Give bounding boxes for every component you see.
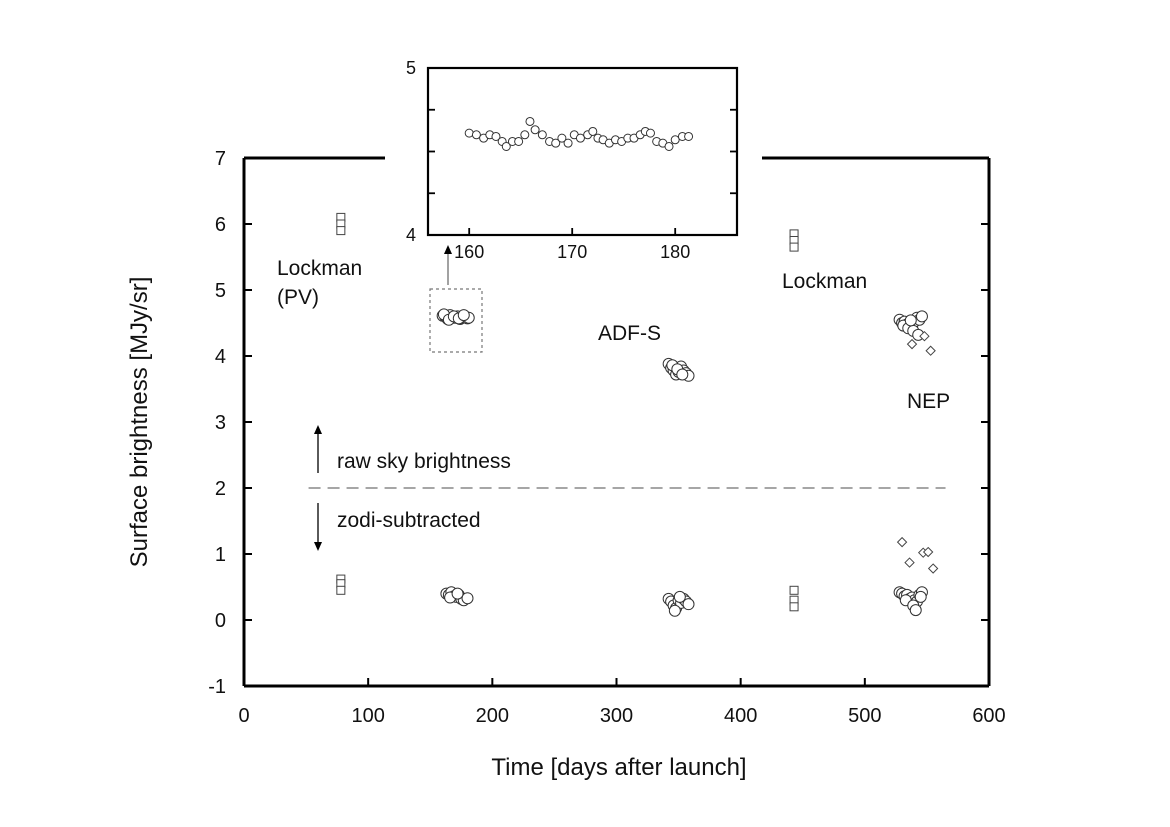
inset-circle-point <box>551 138 561 148</box>
annotation-lockman-pv-line2: (PV) <box>277 286 319 309</box>
inset-circle-point <box>464 128 474 138</box>
diamond-point <box>906 338 918 350</box>
diamond-point <box>919 330 930 342</box>
inset-x-tick-label: 160 <box>454 242 484 262</box>
diamond-point <box>904 557 915 568</box>
square-point <box>336 226 346 236</box>
inset-data-marks <box>464 116 694 151</box>
annotation-nep: NEP <box>907 390 950 413</box>
inset-circle-point <box>670 135 680 145</box>
circle-point <box>904 314 917 327</box>
circle-point <box>915 310 928 323</box>
x-tick-label: 100 <box>351 705 384 727</box>
inset-circle-point <box>514 136 524 146</box>
inset-circle-point <box>525 116 535 126</box>
diamond-point <box>896 536 908 548</box>
raw-sky-up-arrow <box>314 425 322 473</box>
annotation-lockman-pv-line1: Lockman <box>277 257 362 280</box>
zoom-arrow <box>444 245 452 285</box>
inset-x-tick-label: 180 <box>660 242 690 262</box>
zodi-down-arrow <box>314 503 322 551</box>
inset-circle-point <box>501 141 511 151</box>
square-point <box>789 602 799 612</box>
inset-circle-point <box>664 141 674 151</box>
main-axis-ticks: 0 100 200 300 400 500 600 -1 0 1 2 3 4 5 6 7 <box>208 148 1005 727</box>
inset-circle-point <box>520 130 530 140</box>
x-tick-label: 300 <box>600 705 633 727</box>
inset-frame <box>426 66 739 237</box>
zoom-highlight-box <box>429 288 483 353</box>
inset-circle-point <box>530 125 540 135</box>
y-axis-label: Surface brightness [MJy/sr] <box>126 277 153 568</box>
inset-circle-point <box>537 130 547 140</box>
inset-circle-point <box>684 131 694 141</box>
y-tick-label: 5 <box>215 280 226 302</box>
circle-point <box>668 604 681 617</box>
circle-point <box>673 590 686 603</box>
inset-circle-point <box>563 138 573 148</box>
inset-circle-point <box>588 126 598 136</box>
x-tick-label: 200 <box>476 705 509 727</box>
inset-circle-point <box>557 133 567 143</box>
circle-point <box>451 587 464 600</box>
diamond-point <box>922 546 934 558</box>
x-tick-label: 500 <box>848 705 881 727</box>
x-tick-label: 400 <box>724 705 757 727</box>
circle-point <box>457 309 470 322</box>
inset-y-tick-label: 5 <box>406 58 416 78</box>
square-point <box>336 585 346 595</box>
x-tick-label: 0 <box>238 705 249 727</box>
y-tick-label: 2 <box>215 478 226 500</box>
annotation-zodi-subtracted: zodi-subtracted <box>337 509 481 532</box>
circle-point <box>914 590 927 603</box>
y-tick-label: 0 <box>215 610 226 632</box>
annotation-raw-sky: raw sky brightness <box>337 450 511 473</box>
diamond-point <box>925 345 936 356</box>
y-tick-label: 3 <box>215 412 226 434</box>
y-tick-label: 7 <box>215 148 226 170</box>
inset-plot: 160 170 180 4 5 <box>406 58 739 262</box>
inset-y-tick-label: 4 <box>406 225 416 245</box>
circle-point <box>461 592 474 605</box>
inset-axis-ticks: 160 170 180 4 5 <box>406 58 737 262</box>
inset-circle-point <box>575 133 585 143</box>
square-point <box>789 242 799 252</box>
y-tick-label: -1 <box>208 676 226 698</box>
annotation-lockman: Lockman <box>782 270 867 293</box>
x-axis-label: Time [days after launch] <box>491 754 746 781</box>
diamond-point <box>927 563 939 574</box>
y-tick-label: 1 <box>215 544 226 566</box>
annotation-adfs: ADF-S <box>598 322 661 345</box>
circle-point <box>676 368 689 381</box>
square-point <box>789 585 799 595</box>
y-tick-label: 6 <box>215 214 226 236</box>
y-tick-label: 4 <box>215 346 226 368</box>
x-tick-label: 600 <box>972 705 1005 727</box>
inset-circle-point <box>471 130 481 140</box>
circle-point <box>682 598 695 611</box>
inset-circle-point <box>491 131 501 141</box>
inset-x-tick-label: 170 <box>557 242 587 262</box>
main-data-marks <box>336 212 939 617</box>
inset-circle-point <box>645 128 655 138</box>
circle-point <box>909 604 922 617</box>
